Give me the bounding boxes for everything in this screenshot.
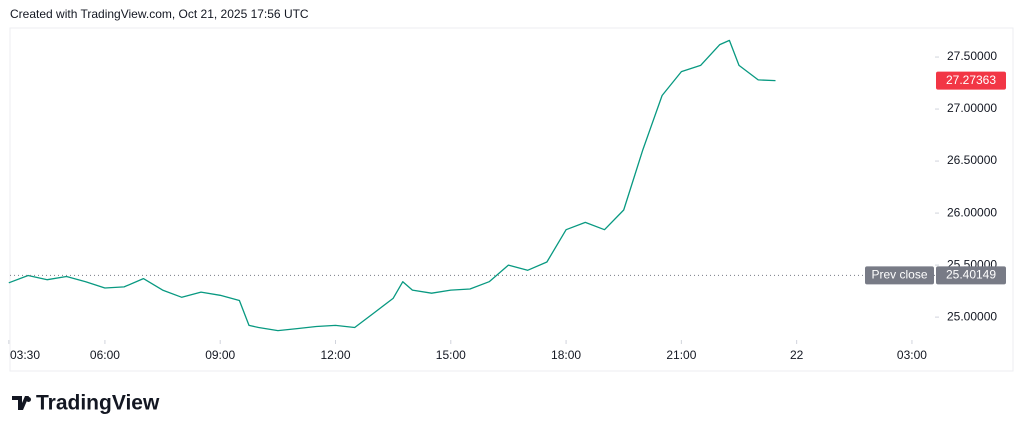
y-tick-label: 27.00000 [947, 101, 997, 115]
x-tick-label: 03:00 [897, 348, 927, 362]
chart-frame [9, 27, 1014, 372]
prev-close-tag [865, 266, 934, 285]
y-tick-label: 26.50000 [947, 153, 997, 167]
y-tick-label: 26.00000 [947, 205, 997, 219]
x-tick-label: 06:00 [90, 348, 120, 362]
x-tick-label: 22 [790, 348, 804, 362]
y-tick-label: 25.00000 [947, 309, 997, 323]
x-tick-label: 18:00 [551, 348, 581, 362]
brand-logo [12, 396, 31, 410]
prev-close-value: 25.40149 [946, 268, 996, 282]
last-price-value: 27.27363 [946, 73, 996, 87]
x-tick-label: 21:00 [666, 348, 696, 362]
prev-close-value-tag [936, 266, 1006, 285]
prev-close-label: Prev close [871, 268, 927, 282]
logo-dot [26, 397, 31, 402]
x-tick-label: 03:30 [10, 348, 40, 362]
last-price-tag [936, 71, 1006, 90]
y-tick-label: 27.50000 [947, 49, 997, 63]
logo-icon [12, 396, 29, 410]
x-tick-label: 09:00 [205, 348, 235, 362]
x-tick-label: 12:00 [320, 348, 350, 362]
x-tick-label: 15:00 [436, 348, 466, 362]
brand-name: TradingView [36, 392, 160, 415]
price-line [8, 39, 776, 332]
chart-title: Created with TradingView.com, Oct 21, 20… [10, 7, 309, 21]
